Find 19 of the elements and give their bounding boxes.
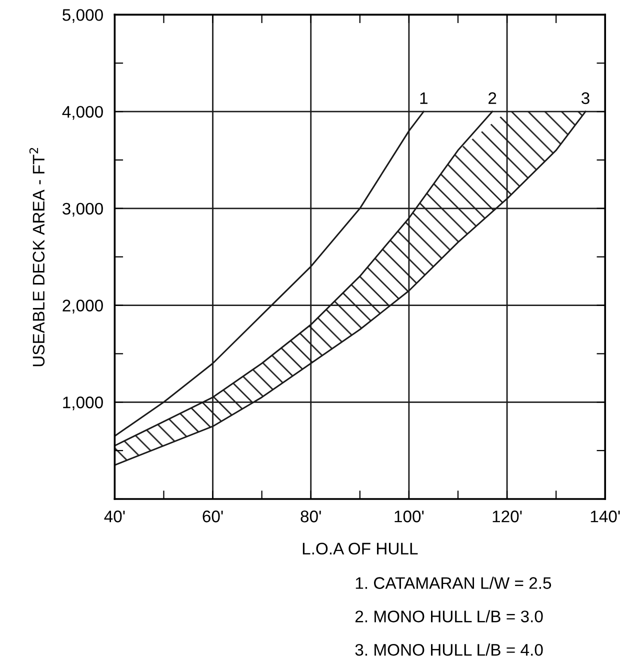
y-tick-label: 1,000: [63, 396, 103, 410]
y-tick-label: 4,000: [62, 106, 103, 120]
x-tick-label: 140': [590, 510, 620, 522]
y-tick-label: 3,000: [62, 202, 103, 217]
y-tick-label: 2,000: [62, 300, 103, 314]
x-tick-label: 40': [104, 510, 125, 522]
series-label: 2: [488, 92, 496, 104]
x-tick-label: 80': [300, 510, 321, 522]
y-tick-label: 5,000: [62, 9, 103, 23]
text: 2. MONO HULL L/B = 3.0: [355, 610, 543, 622]
x-axis-title: L.O.A OF HULL: [302, 542, 418, 555]
x-tick-label: 60': [202, 510, 223, 522]
x-tick-label: 120': [492, 510, 522, 522]
text: 3. MONO HULL L/B = 4.0: [355, 644, 543, 656]
x-tick-label: 100': [394, 510, 424, 522]
text: 1. CATAMARAN L/W = 2.5: [356, 576, 552, 589]
y-axis-title: USEABLE DECK AREA - FT$^{2}$: [29, 148, 45, 366]
series-label: 1: [420, 92, 428, 104]
series-label: 3: [582, 92, 590, 104]
